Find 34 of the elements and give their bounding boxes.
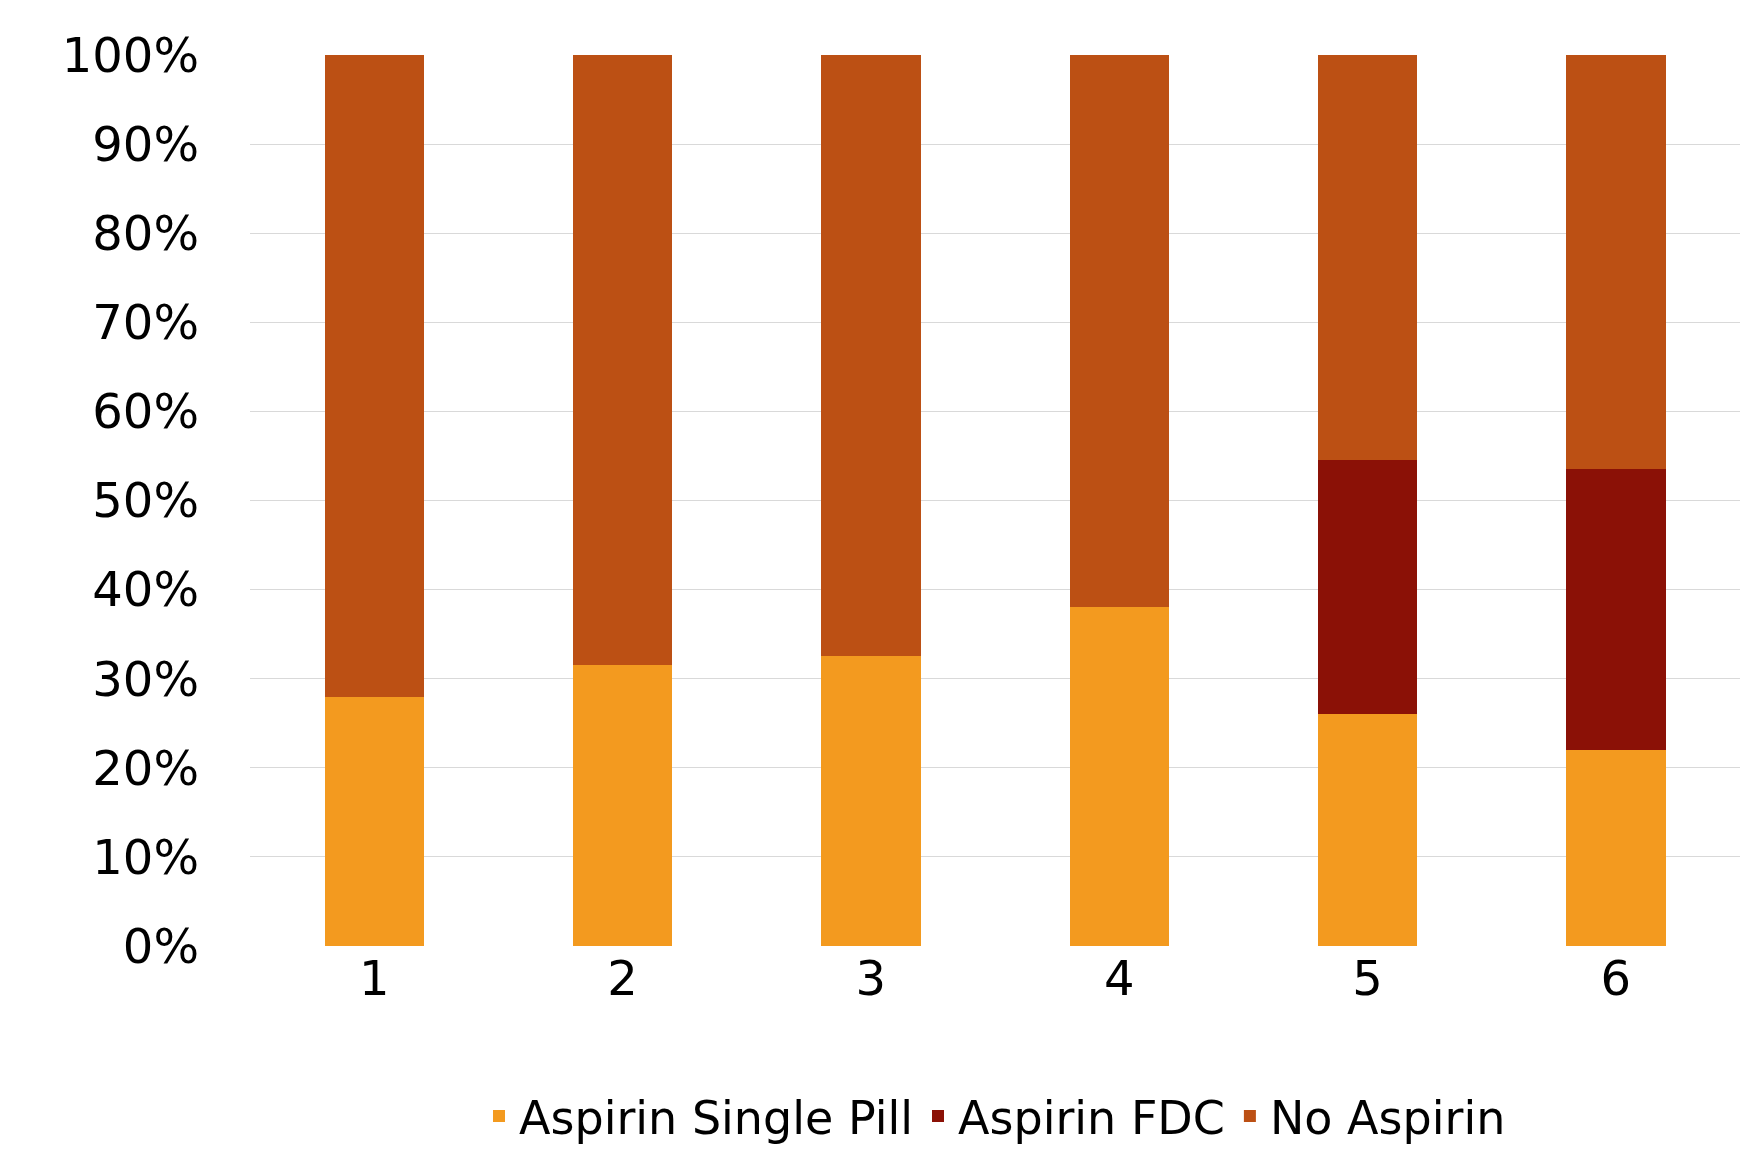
x-tick-label: 1 [358, 950, 390, 1006]
bar [1069, 55, 1169, 608]
bar [1566, 469, 1666, 750]
x-tick-label: 3 [855, 950, 887, 1006]
legend-label: No Aspirin [1269, 1090, 1506, 1145]
x-tick-label: 4 [1103, 950, 1135, 1006]
x-tick-label: 5 [1352, 950, 1383, 1006]
bar [1317, 55, 1418, 461]
bar [1566, 55, 1666, 470]
x-tick-label: 6 [1600, 950, 1632, 1006]
bar [821, 656, 921, 946]
bar [572, 665, 673, 946]
y-tick-label: 80% [92, 205, 199, 261]
bar [821, 55, 921, 657]
bar [324, 696, 424, 946]
y-tick-label: 60% [92, 383, 199, 440]
x-tick-label: 2 [607, 950, 638, 1006]
y-tick-label: 10% [92, 828, 199, 885]
bar [1069, 607, 1169, 946]
y-tick-label: 0% [122, 917, 199, 974]
bar [324, 55, 424, 697]
y-tick-label: 90% [92, 115, 199, 172]
y-tick-label: 40% [92, 561, 199, 618]
bar [1566, 749, 1666, 946]
bar [1317, 714, 1418, 946]
bar [572, 55, 673, 666]
legend-label: Aspirin Single Pill [519, 1090, 913, 1145]
y-tick-label: 30% [92, 650, 199, 707]
y-tick-label: 50% [92, 472, 199, 529]
bar [1317, 460, 1418, 715]
y-tick-label: 100% [61, 26, 199, 83]
y-tick-label: 20% [92, 739, 199, 796]
legend-label: Aspirin FDC [958, 1090, 1225, 1145]
y-tick-label: 70% [92, 294, 199, 351]
